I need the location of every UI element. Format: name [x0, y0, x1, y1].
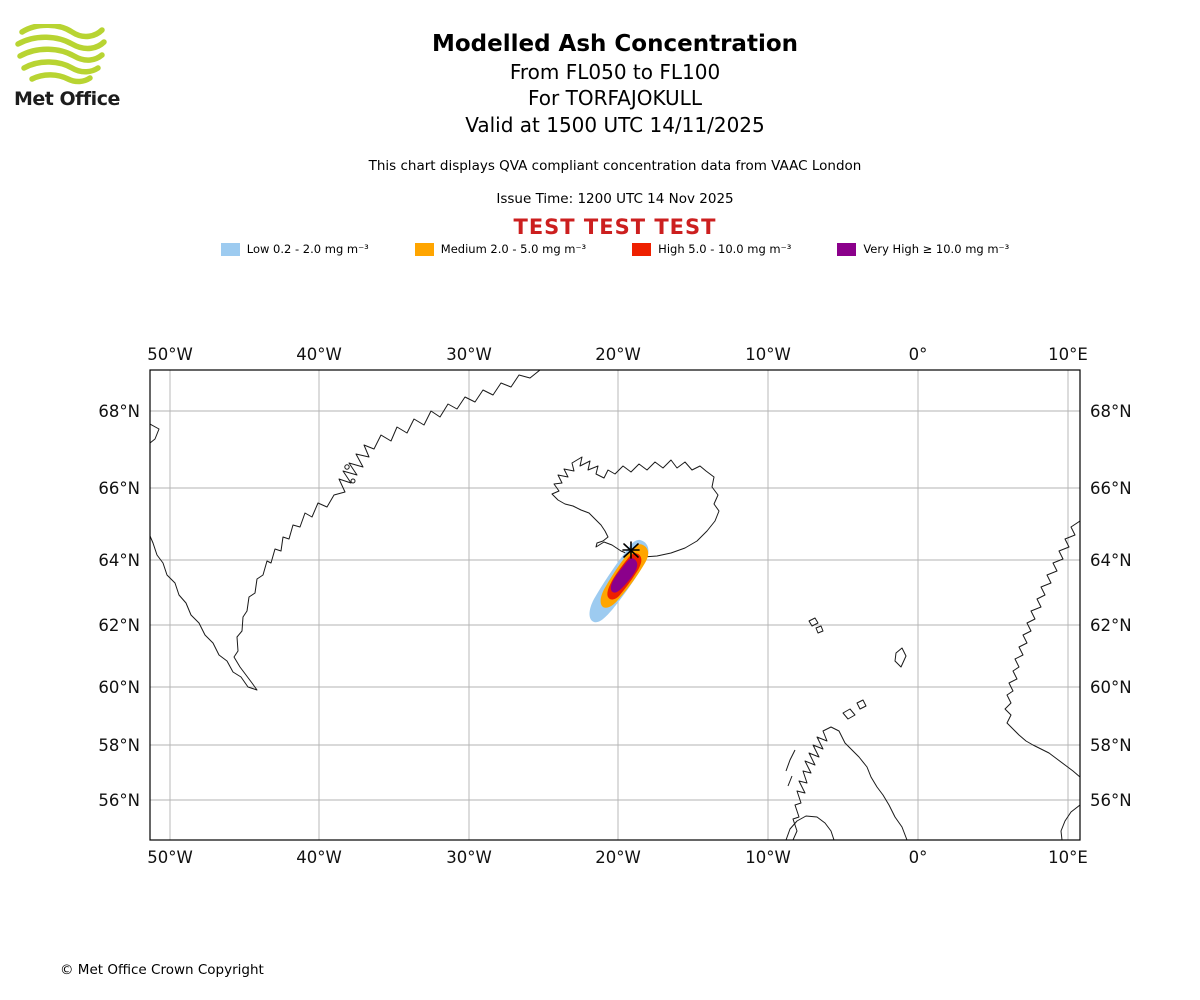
island-east-greenland-2: [350, 478, 356, 484]
longitude-gridlines: [169, 370, 1069, 840]
x-tick-bottom-20w: 20°W: [595, 848, 641, 867]
issue-time: Issue Time: 1200 UTC 14 Nov 2025: [496, 191, 734, 207]
copyright-notice: © Met Office Crown Copyright: [60, 962, 264, 978]
x-tick-bottom-50w: 50°W: [147, 848, 193, 867]
met-office-logo: Met Office: [14, 24, 134, 110]
legend-label-low: Low 0.2 - 2.0 mg m⁻³: [246, 242, 369, 256]
coastline-greenland: [150, 370, 541, 691]
test-banner: TEST TEST TEST: [513, 215, 717, 239]
islands-shetland: [894, 647, 907, 668]
coastline-denmark: [1060, 804, 1080, 840]
ash-plume: [589, 539, 649, 623]
x-tick-top-10w: 10°W: [745, 345, 791, 364]
islands-faroe: [808, 617, 824, 634]
y-tick-left-56n: 56°N: [98, 791, 140, 810]
y-tick-right-60n: 60°N: [1090, 678, 1132, 697]
map: 50°W 40°W 30°W 20°W 10°W 0° 10°E 50°W 40…: [98, 345, 1132, 867]
x-tick-bottom-30w: 30°W: [446, 848, 492, 867]
met-office-logo-waves-icon: [15, 24, 107, 85]
x-axis-labels-top: 50°W 40°W 30°W 20°W 10°W 0° 10°E: [147, 345, 1088, 364]
y-tick-right-58n: 58°N: [1090, 736, 1132, 755]
legend-swatch-very-high: [837, 242, 857, 256]
coastlines: [150, 370, 1080, 840]
ash-plume-very-high: [610, 558, 638, 593]
volcano-marker: [622, 541, 640, 559]
subtitle-volcano: For TORFAJOKULL: [528, 86, 702, 111]
y-tick-left-64n: 64°N: [98, 551, 140, 570]
legend-label-medium: Medium 2.0 - 5.0 mg m⁻³: [440, 242, 587, 256]
met-office-logo-text: Met Office: [14, 88, 120, 110]
y-tick-right-68n: 68°N: [1090, 402, 1132, 421]
x-tick-top-0: 0°: [909, 345, 928, 364]
y-tick-right-64n: 64°N: [1090, 551, 1132, 570]
legend-item-very-high: Very High ≥ 10.0 mg m⁻³: [837, 242, 1009, 256]
legend-item-low: Low 0.2 - 2.0 mg m⁻³: [220, 242, 369, 256]
map-frame: [149, 369, 1081, 841]
legend: Low 0.2 - 2.0 mg m⁻³ Medium 2.0 - 5.0 mg…: [30, 242, 1200, 256]
y-axis-labels-left: 68°N 66°N 64°N 62°N 60°N 58°N 56°N: [98, 402, 140, 810]
x-tick-top-30w: 30°W: [446, 345, 492, 364]
y-axis-labels-right: 68°N 66°N 64°N 62°N 60°N 58°N 56°N: [1090, 402, 1132, 810]
coastline-greenland-northwest: [150, 423, 160, 444]
legend-swatch-high: [632, 242, 652, 256]
y-tick-left-60n: 60°N: [98, 678, 140, 697]
y-tick-left-62n: 62°N: [98, 616, 140, 635]
islands-orkney: [842, 699, 867, 720]
x-tick-bottom-10w: 10°W: [745, 848, 791, 867]
y-tick-right-56n: 56°N: [1090, 791, 1132, 810]
latitude-gridlines: [150, 410, 1080, 801]
legend-swatch-low: [220, 242, 240, 256]
coastline-iceland: [551, 456, 720, 558]
y-tick-left-58n: 58°N: [98, 736, 140, 755]
subtitle-flight-levels: From FL050 to FL100: [509, 59, 721, 84]
x-tick-top-20w: 20°W: [595, 345, 641, 364]
coastline-norway: [1004, 520, 1080, 778]
x-tick-bottom-40w: 40°W: [296, 848, 342, 867]
island-east-greenland-1: [344, 464, 350, 470]
legend-label-high: High 5.0 - 10.0 mg m⁻³: [658, 242, 792, 256]
legend-item-high: High 5.0 - 10.0 mg m⁻³: [632, 242, 791, 256]
coastline-great-britain: [792, 726, 908, 840]
y-tick-left-66n: 66°N: [98, 479, 140, 498]
x-tick-top-40w: 40°W: [296, 345, 342, 364]
chart-description: This chart displays QVA compliant concen…: [368, 158, 862, 174]
x-tick-top-10e: 10°E: [1048, 345, 1088, 364]
x-tick-bottom-10e: 10°E: [1048, 848, 1088, 867]
y-tick-left-68n: 68°N: [98, 402, 140, 421]
x-tick-bottom-0: 0°: [909, 848, 928, 867]
x-tick-top-50w: 50°W: [147, 345, 193, 364]
title-block: Modelled Ash Concentration From FL050 to…: [30, 30, 1200, 138]
islands-hebrides: [785, 749, 796, 787]
subtitle-valid-time: Valid at 1500 UTC 14/11/2025: [465, 112, 765, 137]
page-title: Modelled Ash Concentration: [431, 31, 799, 57]
legend-label-very-high: Very High ≥ 10.0 mg m⁻³: [863, 242, 1010, 256]
x-axis-labels-bottom: 50°W 40°W 30°W 20°W 10°W 0° 10°E: [147, 848, 1088, 867]
coastline-ireland: [785, 815, 835, 840]
legend-item-medium: Medium 2.0 - 5.0 mg m⁻³: [414, 242, 587, 256]
y-tick-right-66n: 66°N: [1090, 479, 1132, 498]
legend-swatch-medium: [414, 242, 434, 256]
y-tick-right-62n: 62°N: [1090, 616, 1132, 635]
